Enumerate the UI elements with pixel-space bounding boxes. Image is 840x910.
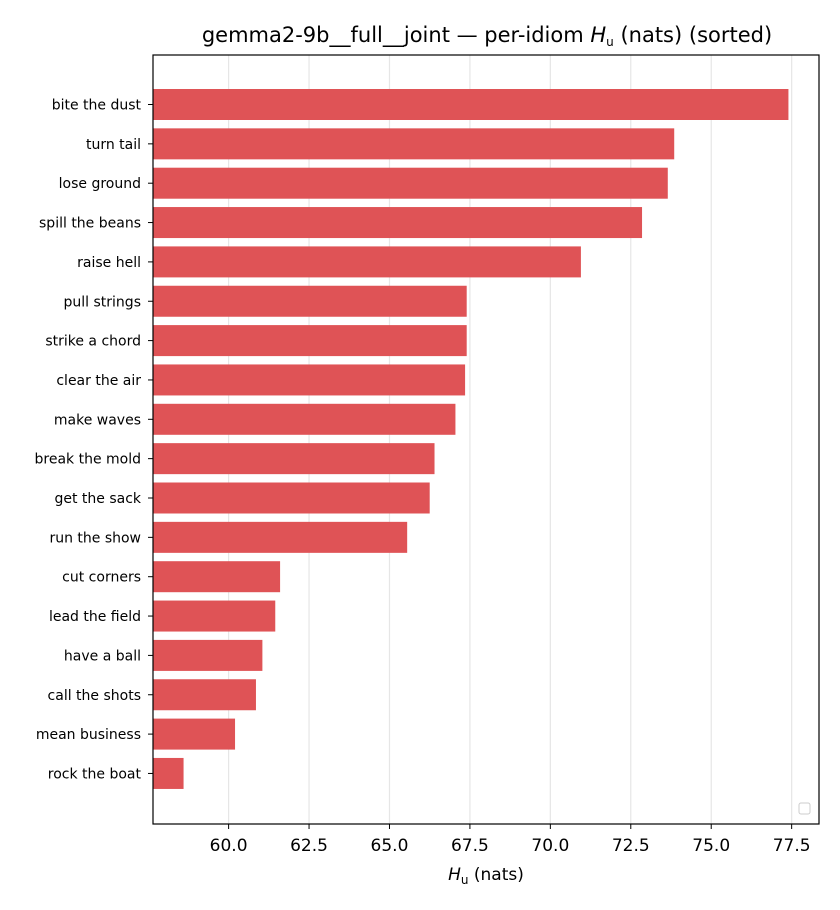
plot-frame	[152, 54, 820, 825]
y-tick-label: bite the dust	[52, 98, 142, 114]
bar	[153, 718, 236, 750]
y-tick-label: mean business	[36, 727, 141, 743]
bar	[153, 561, 281, 593]
x-tick-label: 75.0	[692, 836, 730, 856]
y-tick-label: have a ball	[64, 648, 141, 664]
chart-title: gemma2-9b__full__joint — per-idiom Hu (n…	[202, 23, 772, 49]
y-tick-label: spill the beans	[39, 216, 141, 232]
legend-box	[798, 802, 811, 815]
bars	[153, 89, 789, 789]
bar	[153, 89, 789, 120]
bar	[153, 679, 256, 711]
bar	[153, 207, 643, 239]
y-tick-label: pull strings	[64, 294, 141, 310]
y-tick-label: run the show	[49, 530, 141, 546]
bar	[153, 364, 466, 396]
x-tick-label: 65.0	[371, 836, 409, 856]
bar	[153, 443, 435, 475]
x-tick-label: 77.5	[773, 836, 811, 856]
y-tick-label: raise hell	[77, 255, 141, 271]
bar	[153, 246, 581, 278]
x-tick-label: 70.0	[531, 836, 569, 856]
y-tick-labels: bite the dust turn tail lose ground spill t…	[35, 98, 153, 782]
y-tick-label: call the shots	[48, 688, 141, 704]
bar	[153, 639, 263, 671]
y-tick-label: get the sack	[54, 491, 141, 507]
y-tick-label: make waves	[54, 412, 141, 428]
y-tick-label: turn tail	[86, 137, 141, 153]
x-tick-labels: 60.0 62.5 65.0 67.5 70.0 72.5 75.0 77.5	[210, 824, 811, 856]
y-tick-label: rock the boat	[48, 766, 142, 782]
x-tick-label: 62.5	[290, 836, 328, 856]
y-tick-label: lose ground	[59, 176, 141, 192]
y-tick-label: cut corners	[62, 570, 141, 586]
bar	[153, 521, 408, 553]
bar	[153, 600, 276, 632]
y-tick-label: break the mold	[35, 452, 142, 468]
x-tick-label: 60.0	[210, 836, 248, 856]
bar	[153, 167, 668, 199]
y-tick-label: strike a chord	[45, 334, 141, 350]
bar	[153, 128, 675, 160]
x-tick-label: 72.5	[612, 836, 650, 856]
bar	[153, 757, 184, 789]
bar	[153, 285, 467, 317]
y-tick-label: clear the air	[56, 373, 141, 389]
bar	[153, 325, 467, 357]
bar	[153, 403, 456, 435]
y-tick-label: lead the field	[49, 609, 141, 625]
x-tick-label: 67.5	[451, 836, 489, 856]
bar	[153, 482, 430, 514]
x-axis-label: Hu (nats)	[448, 865, 524, 887]
